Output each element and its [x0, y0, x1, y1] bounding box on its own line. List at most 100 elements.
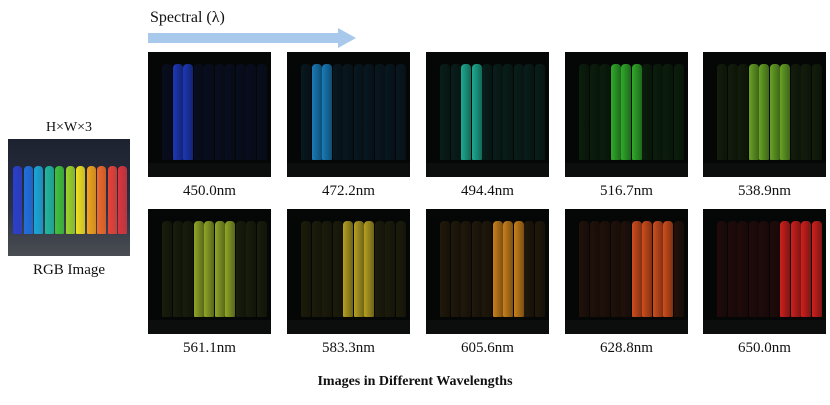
- band-bar: [374, 221, 385, 317]
- band-bar: [440, 221, 450, 317]
- wavelength-label: 494.4nm: [461, 183, 514, 199]
- band-bar: [621, 64, 631, 160]
- band-bar: [534, 221, 545, 317]
- band-bar: [717, 64, 727, 160]
- band-bar: [256, 221, 267, 317]
- band-bar: [246, 221, 256, 317]
- band-bar: [214, 64, 225, 160]
- band-bar: [385, 221, 395, 317]
- wavelength-label: 472.2nm: [322, 183, 375, 199]
- band-bar: [642, 64, 652, 160]
- band-bar: [790, 221, 801, 317]
- band-bar: [748, 64, 759, 160]
- band-bar: [492, 221, 503, 317]
- band-bar: [343, 221, 353, 317]
- rgb-color-bar: [86, 166, 96, 234]
- band-bar: [579, 221, 589, 317]
- spectral-arrow-icon: [148, 28, 356, 48]
- band-image: [565, 52, 688, 177]
- band-bar: [727, 221, 738, 317]
- band-bar: [471, 221, 482, 317]
- band-bar: [534, 64, 545, 160]
- band-bar: [652, 221, 663, 317]
- band-bar: [811, 64, 822, 160]
- wavelength-label: 583.3nm: [322, 340, 375, 356]
- rgb-color-bar: [34, 166, 43, 234]
- band-bar: [482, 221, 492, 317]
- band-bar: [631, 221, 642, 317]
- band-image: [703, 52, 826, 177]
- band-bar: [225, 221, 235, 317]
- rgb-size-label: H×W×3: [45, 120, 93, 135]
- wavelength-label: 628.8nm: [600, 340, 653, 356]
- band-bar: [364, 221, 374, 317]
- band-bar: [172, 221, 183, 317]
- figure-caption: Images in Different Wavelengths: [317, 374, 513, 389]
- rgb-color-bar: [97, 166, 106, 234]
- band-bar: [780, 221, 790, 317]
- band-bar: [461, 221, 471, 317]
- rgb-color-bar: [107, 166, 117, 234]
- band-bar: [162, 221, 172, 317]
- band-bar: [193, 64, 204, 160]
- wavelength-label: 605.6nm: [461, 340, 514, 356]
- band-bar: [589, 64, 600, 160]
- rgb-image: [8, 139, 130, 256]
- band-bar: [717, 221, 727, 317]
- band-bar: [183, 221, 193, 317]
- band-bar: [503, 221, 513, 317]
- rgb-color-bar: [76, 166, 85, 234]
- band-bar: [343, 64, 353, 160]
- wavelength-label: 450.0nm: [183, 183, 236, 199]
- band-bar: [642, 221, 652, 317]
- band-bar: [524, 64, 534, 160]
- band-image: [287, 209, 410, 334]
- band-bar: [246, 64, 256, 160]
- band-bar: [652, 64, 663, 160]
- band-bar: [811, 221, 822, 317]
- band-bar: [600, 221, 610, 317]
- band-bar: [790, 64, 801, 160]
- band-bar: [579, 64, 589, 160]
- band-bar: [461, 64, 471, 160]
- band-bar: [769, 221, 780, 317]
- band-image: [148, 209, 271, 334]
- rgb-label: RGB Image: [32, 262, 106, 278]
- band-bar: [162, 64, 172, 160]
- band-bar: [610, 64, 621, 160]
- band-bar: [364, 64, 374, 160]
- band-bar: [235, 64, 246, 160]
- band-bar: [589, 221, 600, 317]
- wavelength-label: 516.7nm: [600, 183, 653, 199]
- band-bar: [600, 64, 610, 160]
- band-bar: [311, 221, 322, 317]
- wavelength-label: 650.0nm: [738, 340, 791, 356]
- band-bar: [204, 64, 214, 160]
- band-bar: [374, 64, 385, 160]
- band-bar: [482, 64, 492, 160]
- band-bar: [801, 64, 811, 160]
- band-bar: [183, 64, 193, 160]
- band-bar: [235, 221, 246, 317]
- band-bar: [214, 221, 225, 317]
- band-bar: [513, 64, 524, 160]
- rgb-color-bar: [13, 166, 22, 234]
- band-bar: [450, 64, 461, 160]
- band-bar: [353, 64, 364, 160]
- band-bar: [492, 64, 503, 160]
- band-bar: [738, 64, 748, 160]
- band-bar: [663, 64, 673, 160]
- band-image: [287, 52, 410, 177]
- band-bar: [256, 64, 267, 160]
- band-bar: [673, 221, 684, 317]
- band-bar: [395, 64, 406, 160]
- band-bar: [385, 64, 395, 160]
- band-bar: [524, 221, 534, 317]
- band-bar: [738, 221, 748, 317]
- band-bar: [193, 221, 204, 317]
- band-bar: [801, 221, 811, 317]
- band-bar: [621, 221, 631, 317]
- wavelength-label: 561.1nm: [183, 340, 236, 356]
- band-bar: [503, 64, 513, 160]
- band-bar: [353, 221, 364, 317]
